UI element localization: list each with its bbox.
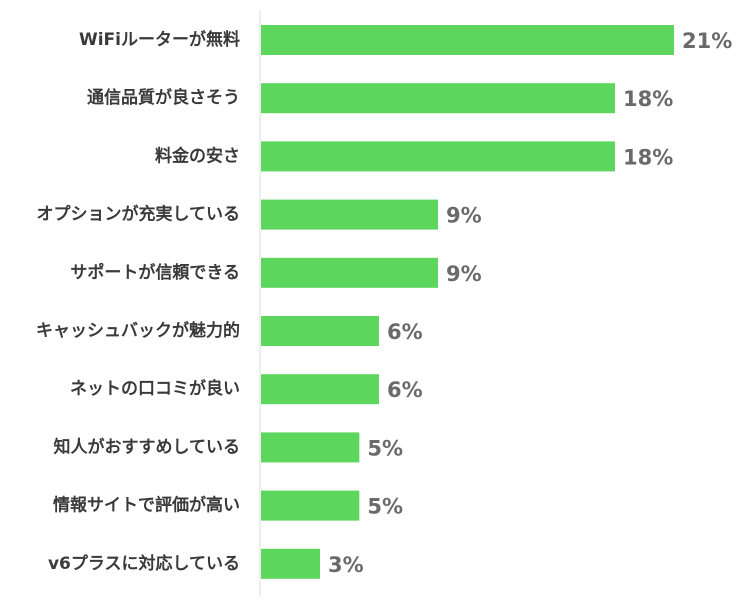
- category-label: 情報サイトで評価が高い: [53, 495, 240, 516]
- bar: [261, 490, 360, 521]
- value-label: 18%: [623, 145, 673, 169]
- bar: [261, 25, 674, 55]
- value-label: 6%: [387, 378, 423, 402]
- bar: [261, 257, 438, 288]
- value-label: 6%: [387, 320, 423, 344]
- value-label: 5%: [367, 495, 403, 519]
- category-label: オプションが充実している: [37, 204, 241, 225]
- category-label: v6プラスに対応している: [48, 553, 240, 574]
- value-label: 18%: [623, 87, 673, 111]
- bar: [261, 83, 615, 114]
- value-label: 21%: [682, 29, 732, 53]
- bar: [261, 316, 379, 346]
- bar: [261, 374, 379, 405]
- bar: [261, 548, 320, 579]
- category-label: 知人がおすすめしている: [53, 436, 241, 457]
- value-label: 9%: [446, 204, 482, 228]
- category-label: ネットの口コミが良い: [70, 378, 240, 399]
- bar: [261, 199, 438, 230]
- category-label: 料金の安さ: [155, 145, 240, 166]
- value-label: 9%: [446, 262, 482, 286]
- category-label: WiFiルーターが無料: [79, 29, 240, 50]
- value-label: 5%: [367, 436, 403, 460]
- value-label: 3%: [328, 553, 364, 577]
- bar: [261, 141, 615, 172]
- category-label: キャッシュバックが魅力的: [36, 320, 240, 341]
- category-label: サポートが信頼できる: [70, 262, 240, 283]
- category-label: 通信品質が良さそう: [87, 87, 240, 108]
- bar: [261, 432, 360, 463]
